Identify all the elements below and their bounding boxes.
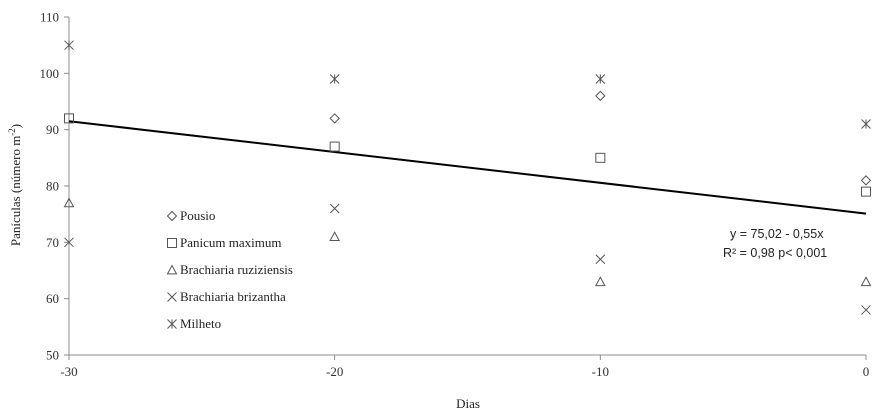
- marker-triangle: [860, 276, 872, 287]
- series-1: [64, 113, 871, 197]
- data-point: [64, 237, 74, 248]
- series-4: [64, 40, 871, 129]
- marker-square: [167, 238, 177, 248]
- series-3: [64, 203, 871, 315]
- x-tick-label: 0: [863, 364, 870, 379]
- y-tick-label: 70: [46, 235, 59, 250]
- y-axis-title-close: ): [8, 124, 23, 128]
- data-point: [594, 276, 606, 287]
- tick-labels: 50 60 70 80 90 100 110 -30 -20 -10 0: [40, 10, 870, 380]
- r-squared-annotation: R² = 0,98 p< 0,001: [723, 246, 827, 260]
- marker-x: [329, 203, 340, 214]
- legend: Pousio Panicum maximum Brachiaria ruzizien…: [166, 208, 293, 331]
- trend-line: [68, 120, 867, 215]
- data-point: [329, 141, 340, 152]
- marker-asterisk: [595, 74, 606, 84]
- x-tick-label: -10: [592, 364, 609, 379]
- x-axis-title: Dias: [456, 396, 480, 411]
- marker-asterisk: [167, 319, 177, 329]
- axes-layer: [64, 16, 867, 360]
- y-tick-label: 60: [46, 291, 59, 306]
- y-tick-label: 100: [40, 66, 60, 81]
- legend-item: Brachiaria ruziziensis: [166, 262, 293, 277]
- marker-square: [595, 152, 606, 163]
- data-point: [329, 113, 340, 124]
- data-point: [595, 254, 606, 265]
- marker-triangle: [166, 264, 178, 275]
- legend-label: Brachiaria brizantha: [180, 289, 286, 304]
- marker-asterisk: [861, 119, 871, 129]
- legend-label: Milheto: [180, 316, 221, 331]
- y-tick-label: 50: [46, 348, 59, 363]
- marker-x: [167, 292, 177, 302]
- marker-triangle: [329, 231, 341, 242]
- data-point: [329, 231, 341, 242]
- marker-x: [861, 305, 871, 315]
- marker-diamond: [329, 113, 340, 124]
- data-point: [861, 305, 871, 315]
- marker-diamond: [860, 175, 872, 186]
- legend-label: Pousio: [180, 208, 215, 223]
- x-tick-label: -20: [326, 364, 343, 379]
- y-tick-label: 90: [46, 122, 59, 137]
- legend-label: Panicum maximum: [180, 235, 281, 250]
- y-axis-title-main: Panículas (número m: [8, 136, 23, 246]
- data-points: [63, 40, 872, 315]
- marker-asterisk: [64, 40, 74, 51]
- marker-diamond: [166, 210, 178, 222]
- marker-x: [64, 237, 74, 248]
- series-0: [329, 90, 872, 186]
- data-point: [63, 197, 75, 208]
- marker-square: [329, 141, 340, 152]
- legend-label: Brachiaria ruziziensis: [180, 262, 293, 277]
- data-point: [595, 74, 606, 84]
- data-point: [860, 175, 872, 186]
- marker-x: [595, 254, 606, 265]
- legend-item: Panicum maximum: [167, 235, 281, 250]
- data-point: [861, 119, 871, 129]
- legend-item: Milheto: [167, 316, 221, 331]
- marker-diamond: [595, 90, 606, 102]
- regression-equation: y = 75,02 - 0,55x: [730, 227, 824, 241]
- data-point: [64, 113, 74, 124]
- data-point: [595, 152, 606, 163]
- data-point: [64, 40, 74, 51]
- series-2: [63, 197, 872, 287]
- marker-square: [861, 186, 871, 197]
- y-tick-label: 110: [40, 10, 59, 25]
- marker-triangle: [594, 276, 606, 287]
- data-point: [861, 186, 871, 197]
- marker-asterisk: [329, 74, 340, 84]
- data-point: [329, 203, 340, 214]
- marker-triangle: [63, 197, 75, 208]
- x-tick-label: -30: [60, 364, 77, 379]
- y-tick-label: 80: [46, 179, 59, 194]
- y-axis-title: Panículas (número m-2): [7, 124, 23, 246]
- data-point: [329, 74, 340, 84]
- y-axis-title-superscript: -2: [7, 128, 17, 136]
- marker-square: [64, 113, 74, 124]
- data-point: [595, 90, 606, 102]
- legend-item: Pousio: [166, 208, 215, 223]
- legend-item: Brachiaria brizantha: [167, 289, 286, 304]
- data-point: [860, 276, 872, 287]
